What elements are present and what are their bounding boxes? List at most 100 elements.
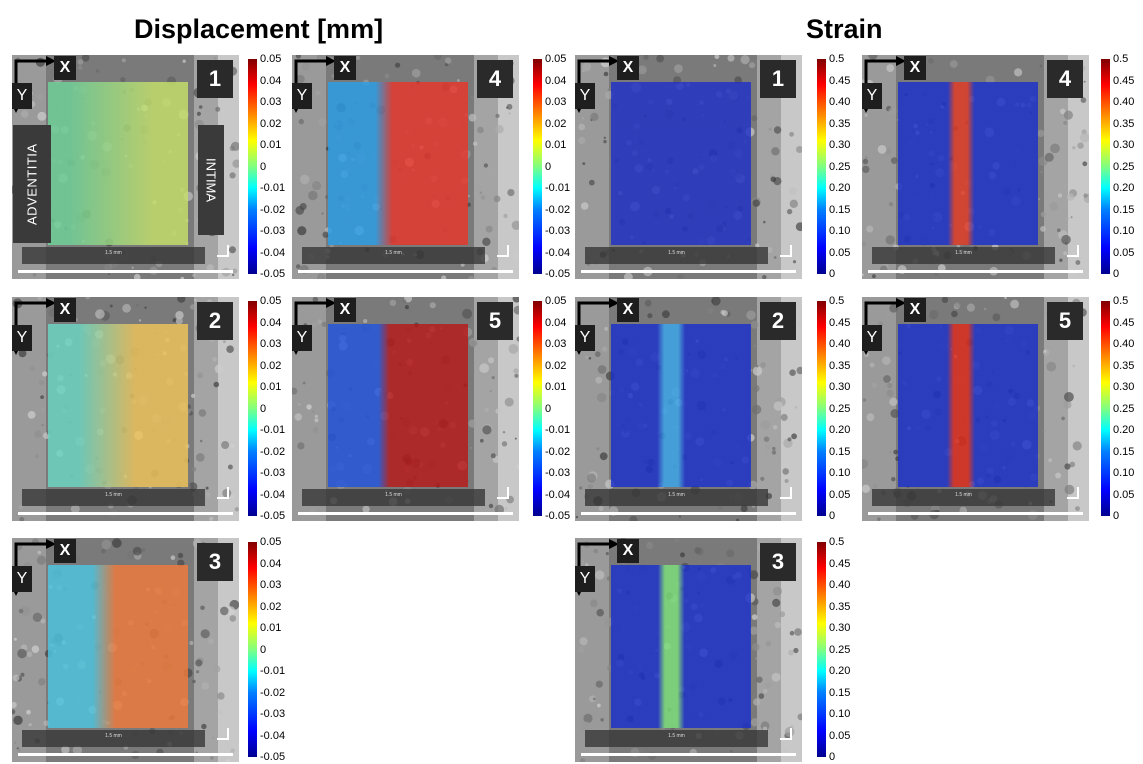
scalebar-line xyxy=(298,512,513,515)
y-axis-label: Y xyxy=(575,325,595,351)
panel-number: 5 xyxy=(477,302,513,340)
colorbar-tick: 0.35 xyxy=(829,117,851,130)
y-axis-label: Y xyxy=(12,566,32,592)
colorbar-tick: 0.35 xyxy=(1113,359,1135,372)
adventitia-label: ADVENTITIA xyxy=(13,125,51,243)
colorbar-tick: -0.03 xyxy=(260,467,286,479)
y-axis-label: Y xyxy=(862,325,882,351)
colorbar-tick: 0.25 xyxy=(1113,402,1135,415)
colorbar-tick: 0.03 xyxy=(545,96,567,108)
scalebar-line xyxy=(581,270,796,273)
field-overlay xyxy=(48,324,188,487)
strain-panel-5: 1.5 mm 5 X Y xyxy=(862,297,1089,521)
colorbar-tick: 0 xyxy=(260,643,267,656)
colorbar-tick: 0.40 xyxy=(1113,96,1135,108)
colorbar-tick: 0.04 xyxy=(260,316,282,329)
y-axis-label: Y xyxy=(575,566,595,592)
colorbar-tick: 0.20 xyxy=(829,424,851,436)
colorbar-tick: -0.01 xyxy=(545,424,571,436)
colorbar-tick: 0.15 xyxy=(829,203,851,216)
strain-colorbar-9: 0.5 0.45 0.40 0.35 0.30 0.25 0.20 0.15 0.10 0.05 0 xyxy=(1101,53,1143,280)
scalebar-line xyxy=(18,512,233,515)
colorbar-tick: 0 xyxy=(829,510,836,522)
scalebar-line xyxy=(18,270,233,273)
strain-panel-2: 1.5 mm 2 X Y xyxy=(575,297,802,521)
colorbar-tick: 0 xyxy=(545,160,552,173)
colorbar-gradient xyxy=(533,59,542,274)
colorbar-tick: -0.03 xyxy=(545,467,571,479)
colorbar-tick: 0.03 xyxy=(260,96,282,108)
colorbar-tick: 0.05 xyxy=(545,295,567,307)
y-axis-label: Y xyxy=(292,325,312,351)
scalebar-label: 1.5 mm xyxy=(385,492,402,498)
colorbar-tick: 0.20 xyxy=(829,182,851,194)
colorbar-tick: 0.25 xyxy=(829,160,851,173)
strain-title: Strain xyxy=(806,14,883,44)
colorbar-tick: 0.30 xyxy=(829,622,851,634)
colorbar-tick: 0.05 xyxy=(1113,488,1135,501)
intima-label: INTIMA xyxy=(198,125,224,235)
scalebar-label: 1.5 mm xyxy=(385,250,402,256)
colorbar-gradient xyxy=(817,542,826,757)
x-axis-label: X xyxy=(617,298,639,322)
colorbar-tick: -0.04 xyxy=(260,488,286,501)
panel-number: 3 xyxy=(760,543,796,581)
colorbar-tick: 0.45 xyxy=(829,74,851,87)
scalebar: 1.5 mm xyxy=(585,730,768,747)
strain-colorbar-6: 0.5 0.45 0.40 0.35 0.30 0.25 0.20 0.15 0.10 0.05 0 xyxy=(817,53,877,280)
colorbar-tick: 0.45 xyxy=(829,557,851,570)
colorbar-tick: 0.40 xyxy=(1113,338,1135,350)
colorbar-tick: 0.04 xyxy=(545,316,567,329)
colorbar-gradient xyxy=(817,59,826,274)
scalebar: 1.5 mm xyxy=(22,489,205,506)
displacement-panel-3: 1.5 mm 3 X Y xyxy=(12,538,239,762)
colorbar-tick: -0.05 xyxy=(260,268,286,280)
colorbar-tick: -0.01 xyxy=(260,665,286,677)
colorbar-tick: 0.02 xyxy=(260,600,282,613)
strain-colorbar-8: 0.5 0.45 0.40 0.35 0.30 0.25 0.20 0.15 0.10 0.05 0 xyxy=(817,536,877,763)
scalebar: 1.5 mm xyxy=(22,730,205,747)
strain-panel-3: 1.5 mm 3 X Y xyxy=(575,538,802,762)
panel-number: 1 xyxy=(760,60,796,98)
scalebar: 1.5 mm xyxy=(585,489,768,506)
scalebar-label: 1.5 mm xyxy=(105,733,122,739)
strain-panel-4: 1.5 mm 4 X Y xyxy=(862,55,1089,279)
displacement-panel-1: 1.5 mm 1 X Y ADVENTITIA INTIMA xyxy=(12,55,239,279)
corner-mark xyxy=(780,728,792,740)
colorbar-tick: 0.01 xyxy=(260,381,282,393)
panel-number: 1 xyxy=(197,60,233,98)
colorbar-tick: 0.05 xyxy=(829,729,851,742)
colorbar-tick: 0.15 xyxy=(829,686,851,699)
corner-mark xyxy=(780,487,792,499)
scalebar-label: 1.5 mm xyxy=(668,492,685,498)
colorbar-tick: 0.5 xyxy=(829,536,845,548)
field-overlay xyxy=(48,565,188,728)
y-axis-label: Y xyxy=(12,83,32,109)
colorbar-tick: 0.20 xyxy=(1113,182,1135,194)
colorbar-tick: 0 xyxy=(1113,268,1120,280)
panel-number: 4 xyxy=(477,60,513,98)
strain-panel-1: 1.5 mm 1 X Y xyxy=(575,55,802,279)
colorbar-tick: -0.03 xyxy=(260,225,286,237)
colorbar-tick: 0 xyxy=(829,751,836,763)
colorbar-tick: 0.25 xyxy=(829,402,851,415)
corner-mark xyxy=(780,245,792,257)
corner-mark xyxy=(217,245,229,257)
colorbar-gradient xyxy=(533,301,542,516)
strain-colorbar-10: 0.5 0.45 0.40 0.35 0.30 0.25 0.20 0.15 0.10 0.05 0 xyxy=(1101,295,1143,522)
scalebar: 1.5 mm xyxy=(872,247,1055,264)
colorbar-tick: 0.20 xyxy=(1113,424,1135,436)
x-axis-label: X xyxy=(334,56,356,80)
corner-mark xyxy=(1067,245,1079,257)
field-overlay xyxy=(898,324,1038,487)
y-axis-label: Y xyxy=(12,325,32,351)
displacement-colorbar-1: 0.05 0.04 0.03 0.02 0.01 0 -0.01 -0.02 -0.03 -0.0… xyxy=(248,53,308,280)
colorbar-tick: 0.10 xyxy=(1113,467,1135,479)
field-overlay xyxy=(611,565,751,728)
colorbar-tick: 0.03 xyxy=(545,338,567,350)
colorbar-tick: 0.20 xyxy=(829,665,851,677)
colorbar-gradient xyxy=(248,542,257,757)
colorbar-tick: 0.05 xyxy=(260,295,282,307)
colorbar-tick: 0.01 xyxy=(545,381,567,393)
scalebar-label: 1.5 mm xyxy=(955,492,972,498)
